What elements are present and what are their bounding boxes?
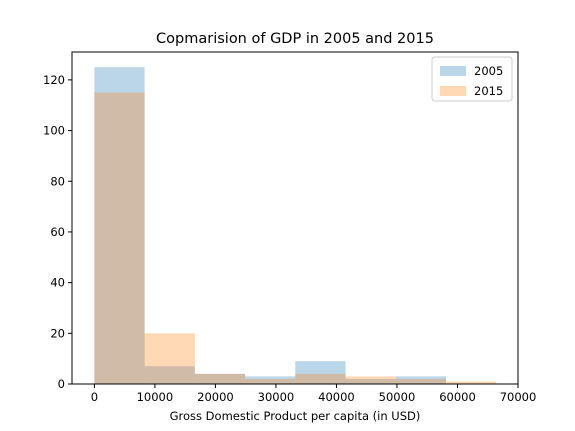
- bar-2015-7: [445, 381, 497, 384]
- bar-2005-4: [295, 361, 346, 384]
- y-tick-label: 100: [43, 124, 65, 138]
- x-tick-label: 10000: [137, 390, 174, 404]
- x-tick-label: 60000: [439, 390, 476, 404]
- y-tick-label: 80: [50, 174, 65, 188]
- bar-2015-1: [144, 333, 195, 384]
- bar-2015-0: [94, 92, 145, 384]
- legend-swatch-2005: [440, 66, 466, 76]
- bars-layer: [94, 67, 497, 384]
- legend-swatch-2015: [440, 86, 466, 96]
- bar-2015-6: [395, 378, 446, 384]
- plot-frame: [71, 51, 519, 385]
- bar-2005-2: [194, 373, 246, 384]
- y-tick-label: 20: [50, 326, 65, 340]
- bar-2005-1: [144, 366, 195, 384]
- x-axis-ticks: 0 10000 20000 30000 40000 50000 60000 70000: [91, 384, 537, 404]
- y-tick-label: 40: [50, 276, 65, 290]
- legend-box: [431, 56, 513, 102]
- bar-2015-5: [345, 376, 396, 384]
- x-tick-label: 70000: [500, 390, 537, 404]
- x-tick-label: 40000: [318, 390, 355, 404]
- bar-2005-5: [345, 378, 396, 384]
- bar-2015-3: [245, 378, 296, 384]
- chart-title: Copmarision of GDP in 2005 and 2015: [156, 31, 434, 47]
- legend-label-2005: 2005: [474, 64, 503, 78]
- x-tick-label: 20000: [197, 390, 234, 404]
- y-tick-label: 120: [43, 73, 65, 87]
- legend-label-2015: 2015: [474, 84, 503, 98]
- bar-2005-3: [245, 376, 296, 384]
- y-axis-ticks: 0 20 40 60 80 100 120: [43, 73, 72, 391]
- legend: 2005 2015: [431, 56, 513, 102]
- x-tick-label: 30000: [258, 390, 295, 404]
- bar-2015-4: [295, 373, 346, 384]
- y-tick-label: 0: [58, 377, 65, 391]
- x-axis-label: Gross Domestic Product per capita (in US…: [170, 409, 421, 423]
- bar-2015-2: [194, 373, 246, 384]
- x-tick-label: 50000: [379, 390, 416, 404]
- bar-2005-6: [395, 376, 446, 384]
- bar-2005-0: [94, 67, 145, 384]
- x-tick-label: 0: [91, 390, 98, 404]
- y-tick-label: 60: [50, 225, 65, 239]
